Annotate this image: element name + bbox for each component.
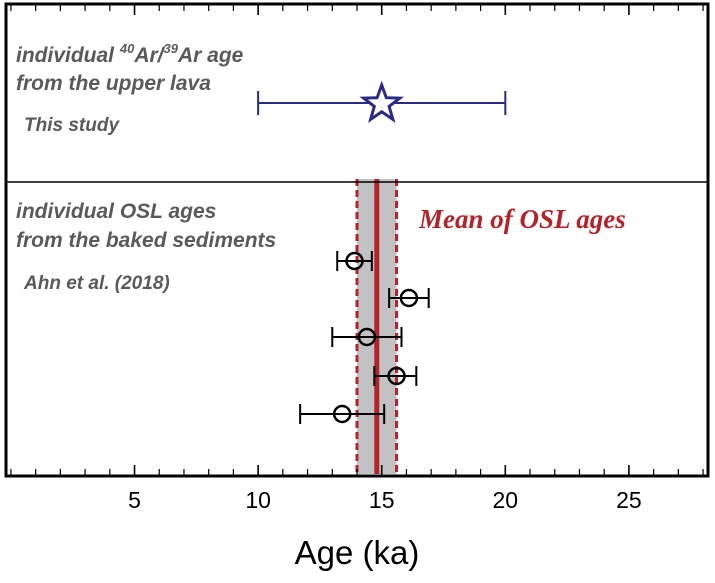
x-tick-label: 20 bbox=[493, 487, 519, 513]
upper-panel-source: This study bbox=[24, 115, 120, 136]
lower-series bbox=[299, 251, 430, 424]
x-tick-label: 15 bbox=[369, 487, 395, 513]
osl-point-marker bbox=[345, 251, 364, 271]
osl-point-marker bbox=[332, 404, 352, 424]
osl-point-marker bbox=[357, 327, 377, 347]
lower-panel-subtitle: from the baked sediments bbox=[16, 229, 276, 252]
osl-point-marker bbox=[399, 288, 419, 308]
x-axis-ticks bbox=[10, 4, 704, 476]
upper-point-star bbox=[359, 80, 405, 123]
osl-point-marker bbox=[387, 366, 406, 386]
x-axis-tick-labels: 5 10 15 20 25 bbox=[128, 487, 642, 513]
upper-series bbox=[257, 80, 507, 123]
lower-panel-title: individual OSL ages bbox=[16, 200, 216, 223]
x-axis-label: Age (ka) bbox=[295, 534, 420, 571]
lower-panel-source: Ahn et al. (2018) bbox=[23, 273, 170, 294]
x-tick-label: 25 bbox=[616, 487, 642, 513]
x-tick-label: 10 bbox=[245, 487, 271, 513]
mean-band-label: Mean of OSL ages bbox=[418, 204, 626, 234]
mean-band bbox=[355, 179, 399, 474]
upper-panel-subtitle: from the upper lava bbox=[16, 72, 211, 95]
upper-panel-title: individual 40Ar/39Ar age bbox=[16, 41, 244, 67]
x-tick-label: 5 bbox=[128, 487, 141, 513]
